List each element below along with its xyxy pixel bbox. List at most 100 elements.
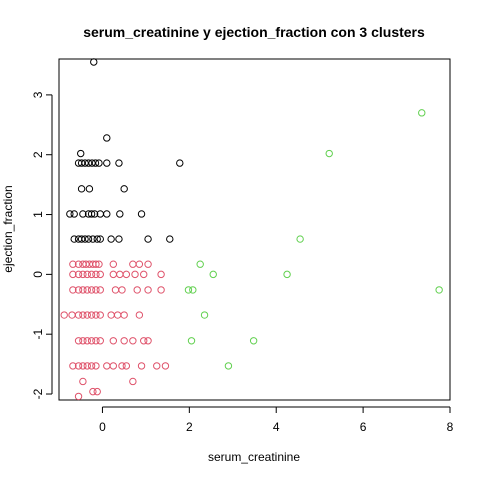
y-tick-label: -1 (31, 329, 45, 340)
data-point (144, 260, 152, 268)
data-point (70, 235, 78, 243)
data-point (79, 377, 87, 386)
data-point (69, 362, 77, 370)
data-point (83, 270, 91, 279)
data-point (92, 260, 100, 268)
data-point (79, 337, 87, 345)
data-point (81, 235, 89, 243)
data-point (92, 270, 100, 279)
data-point (87, 270, 96, 279)
data-point (189, 286, 197, 294)
data-point (84, 159, 93, 167)
y-tick-label: -2 (31, 388, 45, 399)
data-point (69, 286, 77, 294)
x-tick-label: 2 (186, 420, 193, 434)
data-point (131, 270, 139, 279)
data-point (122, 362, 131, 370)
data-point (90, 58, 98, 66)
data-point (209, 270, 217, 279)
data-point (79, 286, 87, 294)
data-point (107, 235, 115, 243)
data-point (77, 159, 86, 167)
y-tick-label: 3 (31, 91, 45, 98)
data-point (325, 149, 333, 158)
data-points (60, 58, 443, 401)
data-point (144, 337, 152, 345)
data-point (115, 159, 123, 167)
data-point (92, 362, 100, 370)
data-point (122, 270, 131, 279)
data-point (120, 311, 128, 319)
data-point (109, 260, 118, 268)
data-point (96, 235, 104, 243)
data-point (88, 159, 96, 167)
data-point (74, 362, 83, 370)
data-point (115, 235, 123, 243)
data-point (120, 337, 128, 345)
data-point (140, 270, 148, 279)
data-point (93, 235, 101, 243)
data-point (83, 337, 91, 345)
data-point (196, 260, 204, 268)
data-point (103, 210, 111, 218)
data-point (120, 185, 128, 193)
data-point (89, 235, 97, 243)
y-tick-label: 1 (31, 211, 45, 218)
data-point (87, 362, 96, 370)
data-point (153, 362, 161, 370)
data-point (96, 311, 104, 319)
plot-frame (58, 58, 451, 401)
y-axis: -2 -1 0 1 2 3 (31, 91, 53, 399)
data-point (166, 235, 174, 243)
data-point (77, 185, 86, 193)
data-point (74, 260, 83, 268)
data-point (83, 362, 91, 370)
data-point (89, 387, 97, 396)
data-point (90, 210, 99, 218)
data-point (84, 235, 93, 243)
data-point (249, 337, 258, 345)
data-point (418, 109, 426, 117)
data-point (96, 337, 104, 345)
data-point (103, 159, 111, 167)
data-point (187, 337, 196, 345)
data-point (140, 337, 148, 345)
x-axis: 0 2 4 6 8 (99, 406, 454, 434)
data-point (92, 311, 100, 319)
data-point (69, 260, 77, 268)
data-point (137, 362, 146, 370)
data-point (81, 159, 89, 167)
x-tick-label: 4 (273, 420, 280, 434)
x-tick-label: 8 (447, 420, 454, 434)
data-point (116, 210, 124, 218)
chart-title: serum_creatinine y ejection_fraction con… (83, 24, 425, 40)
data-point (95, 260, 103, 268)
data-point (137, 210, 146, 218)
data-point (66, 210, 74, 218)
data-point (87, 311, 96, 319)
y-tick-label: 0 (31, 271, 45, 278)
data-point (161, 362, 170, 370)
data-point (129, 337, 137, 345)
data-point (83, 286, 91, 294)
x-tick-label: 0 (99, 420, 106, 434)
data-point (92, 337, 100, 345)
data-point (435, 286, 443, 294)
data-point (96, 270, 104, 279)
data-point (82, 260, 90, 268)
data-point (85, 185, 94, 193)
data-point (87, 210, 96, 218)
data-point (157, 270, 165, 279)
data-point (109, 362, 118, 370)
data-point (184, 286, 193, 294)
data-point (77, 149, 85, 158)
data-point (283, 270, 291, 279)
data-point (144, 286, 152, 294)
data-point (60, 311, 68, 319)
data-point (83, 311, 91, 319)
data-point (200, 311, 209, 319)
data-point (74, 337, 83, 345)
data-point (87, 286, 96, 294)
data-point (79, 210, 87, 218)
y-axis-label: ejection_fraction (1, 185, 15, 272)
